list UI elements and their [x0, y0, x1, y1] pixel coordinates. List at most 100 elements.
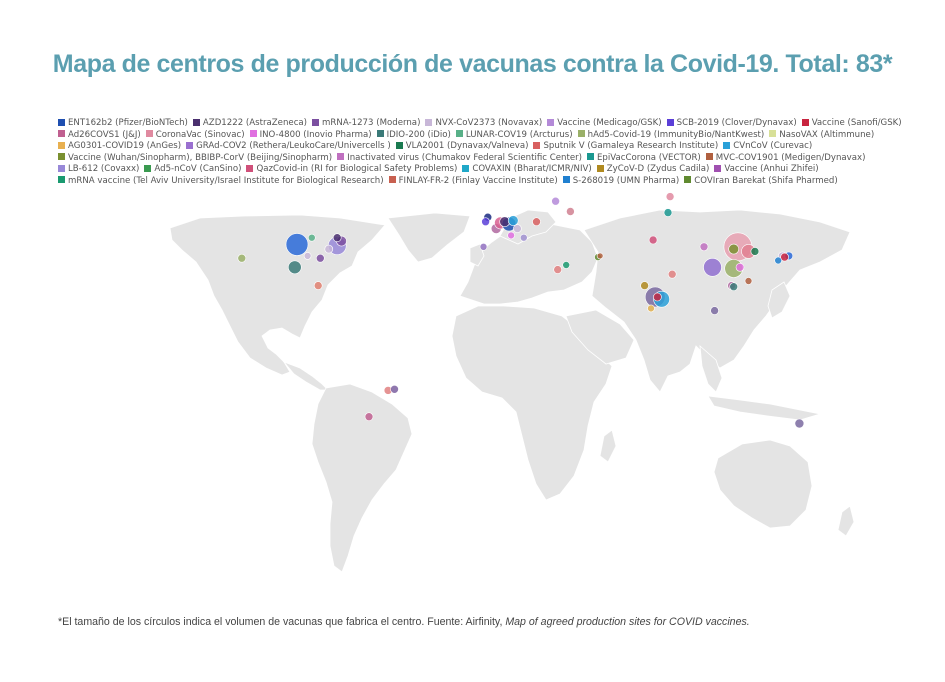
legend-swatch [249, 130, 257, 138]
legend-swatch [562, 176, 570, 184]
legend-label: NVX-CoV2373 (Novavax) [435, 118, 543, 128]
legend-label: NasoVAX (Altimmune) [779, 129, 875, 140]
legend-row: Vaccine (Wuhan/Sinopharm), BBIBP-CorV (B… [58, 153, 903, 165]
legend-item: NasoVAX (Altimmune) [769, 130, 874, 142]
legend-swatch [58, 164, 65, 172]
legend-label: mRNA-1273 (Moderna) [322, 118, 421, 128]
page-title: Mapa de centros de producción de vacunas… [52, 50, 893, 78]
legend-swatch [723, 141, 731, 149]
legend-item: hAd5-Covid-19 (ImmunityBio/NantKwest) [577, 130, 764, 142]
legend-item: ZyCoV-D (Zydus Cadila) [596, 164, 709, 176]
legend-swatch [186, 141, 194, 149]
legend-row: mRNA vaccine (Tel Aviv University/Israel… [58, 176, 903, 188]
legend-item: Vaccine (Anhui Zhifei) [714, 164, 819, 176]
legend-item: MVC-COV1901 (Medigen/Dynavax) [705, 152, 866, 165]
legend-swatch [58, 176, 65, 184]
production-site-marker [566, 207, 575, 216]
legend-item: INO-4800 (Inovio Pharma) [249, 129, 372, 142]
legend-item: LUNAR-COV19 (Arcturus) [455, 130, 573, 142]
production-site-marker [653, 292, 662, 302]
production-site-marker [648, 235, 658, 245]
production-site-marker [774, 256, 783, 265]
legend-item: CVnCoV (Curevac) [723, 141, 812, 153]
production-site-marker [307, 233, 316, 242]
landmass-japan [767, 281, 791, 319]
legend-swatch [587, 153, 594, 161]
legend-item: LB-612 (Covaxx) [58, 164, 139, 176]
legend-swatch [58, 130, 65, 138]
legend-label: EpiVacCorona (VECTOR) [597, 152, 701, 163]
legend-label: GRAd-COV2 (Rethera/LeukoCare/Univercells… [196, 141, 391, 152]
footnote-text: *El tamaño de los círculos indica el vol… [58, 616, 506, 628]
legend-item: GRAd-COV2 (Rethera/LeukoCare/Univercells… [186, 141, 391, 153]
legend-label: CoronaVac (Sinovac) [155, 129, 245, 140]
legend-label: INO-4800 (Inovio Pharma) [259, 129, 372, 140]
landmass-africa [451, 305, 613, 501]
legend-row: ENT162b2 (Pfizer/BioNTech) AZD1222 (Astra… [58, 118, 903, 130]
production-site-marker [237, 253, 247, 263]
legend-label: LB-612 (Covaxx) [68, 164, 140, 175]
land-masses [169, 209, 855, 573]
production-site-marker [667, 269, 677, 279]
landmass-arabia [565, 309, 635, 365]
production-site-marker [744, 277, 753, 285]
landmass-greenland [387, 212, 471, 263]
production-site-marker [479, 243, 488, 251]
legend-label: Ad26COVS1 (J&J) [68, 129, 141, 140]
legend-row: Ad26COVS1 (J&J) CoronaVac (Sinovac) INO-48… [58, 130, 903, 142]
landmass-new-zealand [837, 505, 855, 537]
legend-swatch [425, 118, 433, 126]
legend-row: AG0301-COVID19 (AnGes) GRAd-COV2 (Rethera… [58, 141, 903, 153]
production-site-marker [285, 233, 309, 256]
legend-item: Ad5-nCoV (CanSino) [144, 164, 241, 176]
legend-swatch [666, 118, 674, 126]
production-site-marker [735, 262, 745, 272]
production-site-marker [750, 247, 760, 256]
legend-swatch [192, 118, 200, 126]
production-site-marker [728, 243, 740, 255]
legend-swatch [58, 118, 65, 126]
production-site-marker [513, 224, 522, 233]
production-site-marker [390, 384, 399, 394]
legend-item: AG0301-COVID19 (AnGes) [58, 141, 181, 153]
legend-item: Inactivated virus (Chumakov Federal Scie… [337, 153, 582, 165]
legend-item: EpiVacCorona (VECTOR) [587, 153, 701, 165]
legend-item: S-268019 (UMN Pharma) [562, 176, 679, 188]
legend-swatch [145, 130, 153, 138]
legend-label: Inactivated virus (Chumakov Federal Scie… [347, 152, 582, 163]
production-site-marker [507, 215, 519, 226]
legend-label: AG0301-COVID19 (AnGes) [68, 141, 182, 152]
production-site-marker [699, 242, 709, 252]
production-site-marker [553, 265, 563, 274]
production-site-marker [794, 418, 805, 429]
legend-swatch [312, 118, 320, 126]
legend-swatch [596, 164, 604, 172]
legend-label: Vaccine (Wuhan/Sinopharm), BBIBP-CorV (B… [68, 152, 333, 163]
legend-label: AZD1222 (AstraZeneca) [202, 118, 308, 128]
legend-item: SCB-2019 (Clover/Dynavax) [666, 118, 797, 130]
legend-label: Sputnik V (Gamaleya Research Institute) [543, 141, 719, 152]
production-site-marker [703, 257, 722, 277]
legend-item: AZD1222 (AstraZeneca) [192, 118, 308, 130]
landmass-north-america [169, 214, 386, 376]
legend-label: FINLAY-FR-2 (Finlay Vaccine Institute) [398, 175, 558, 186]
legend-swatch [337, 153, 345, 161]
legend-swatch [577, 130, 585, 138]
production-site-marker [532, 217, 541, 226]
production-site-marker [562, 261, 571, 269]
legend-swatch [533, 141, 541, 149]
landmass-indochina [699, 345, 723, 393]
landmass-south-america [311, 383, 413, 573]
legend-label: VLA2001 (Dynavax/Valneva) [405, 141, 529, 152]
legend-item: NVX-CoV2373 (Novavax) [425, 118, 542, 130]
legend-label: MVC-COV1901 (Medigen/Dynavax) [715, 152, 866, 163]
legend-label: ENT162b2 (Pfizer/BioNTech) [68, 118, 188, 128]
landmass-madagascar [599, 429, 617, 463]
landmass-indonesia [707, 395, 821, 421]
footnote-source-title: Map of agreed production sites for COVID… [505, 616, 750, 628]
legend-item: Vaccine (Sanofi/GSK) [801, 118, 902, 130]
legend-label: COVAXIN (Bharat/ICMR/NIV) [472, 164, 592, 175]
legend-item: Ad26COVS1 (J&J) [58, 130, 141, 142]
legend-label: Vaccine (Sanofi/GSK) [811, 118, 902, 128]
